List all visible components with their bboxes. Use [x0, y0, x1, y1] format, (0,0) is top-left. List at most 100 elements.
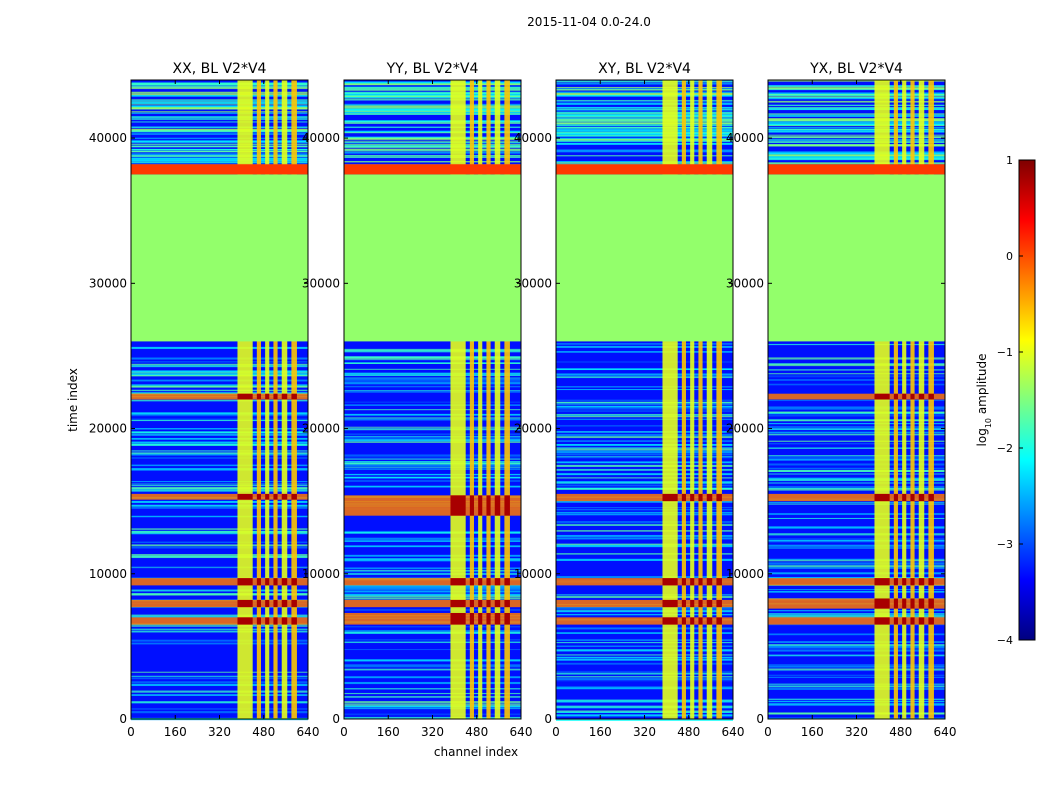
time-stripe	[768, 616, 945, 618]
time-stripe	[344, 567, 521, 570]
x-tick-label: 160	[589, 725, 612, 739]
time-stripe	[556, 351, 733, 353]
time-stripe	[556, 155, 733, 157]
time-stripe	[556, 134, 733, 137]
time-stripe	[344, 368, 521, 370]
time-stripe	[768, 467, 945, 470]
time-stripe	[556, 513, 733, 516]
hot-cell	[716, 599, 722, 608]
time-stripe	[344, 641, 521, 644]
time-stripe	[768, 700, 945, 702]
time-stripe	[344, 436, 521, 438]
time-stripe	[131, 639, 308, 641]
time-stripe	[768, 157, 945, 160]
time-stripe	[556, 452, 733, 454]
time-stripe	[344, 132, 521, 134]
time-stripe	[344, 584, 521, 587]
time-stripe	[556, 130, 733, 133]
time-stripe	[556, 431, 733, 433]
time-stripe	[131, 357, 308, 359]
time-stripe	[768, 591, 945, 593]
rfi-channel-column	[478, 80, 483, 719]
time-stripe	[344, 140, 521, 142]
time-stripe	[131, 159, 308, 161]
hot-cell	[237, 578, 253, 586]
time-stripe	[768, 562, 945, 565]
time-stripe	[768, 108, 945, 111]
time-stripe	[131, 701, 308, 704]
hot-row	[131, 393, 308, 400]
time-stripe	[556, 534, 733, 537]
hot-cell	[681, 599, 686, 608]
time-stripe	[556, 687, 733, 690]
time-stripe	[768, 115, 945, 117]
hot-cell	[928, 617, 934, 625]
time-stripe	[556, 120, 733, 123]
time-stripe	[344, 593, 521, 596]
time-stripe	[344, 142, 521, 144]
hot-cell	[706, 493, 713, 502]
hot-cell	[902, 598, 907, 609]
time-stripe	[344, 409, 521, 411]
time-stripe	[131, 128, 308, 131]
time-stripe	[344, 477, 521, 479]
time-stripe	[344, 401, 521, 403]
hot-cell	[273, 578, 278, 586]
time-stripe	[344, 146, 521, 148]
hot-cell	[910, 598, 915, 609]
time-stripe	[556, 440, 733, 442]
panel-3: XY, BL V2*V4 0 160 320 480 640 0 10000 20000 3000…	[514, 61, 745, 739]
hot-cell	[281, 493, 288, 500]
time-stripe	[131, 145, 308, 148]
time-stripe	[556, 530, 733, 532]
time-stripe	[768, 113, 945, 115]
hot-cell	[469, 612, 474, 625]
time-stripe	[556, 700, 733, 703]
x-tick-label: 640	[934, 725, 957, 739]
time-stripe	[131, 469, 308, 471]
time-stripe	[768, 151, 945, 154]
hot-cell	[478, 599, 483, 608]
time-stripe	[556, 464, 733, 467]
time-stripe	[344, 359, 521, 361]
time-stripe	[131, 444, 308, 446]
time-stripe	[131, 346, 308, 349]
hot-cell	[256, 617, 261, 625]
time-stripe	[131, 155, 308, 157]
time-stripe	[344, 126, 521, 128]
time-stripe	[344, 348, 521, 351]
time-stripe	[344, 701, 521, 704]
time-stripe	[556, 88, 733, 90]
time-stripe	[556, 654, 733, 656]
x-tick-label: 640	[722, 725, 745, 739]
time-stripe	[131, 379, 308, 382]
hot-cell	[273, 599, 278, 608]
time-stripe	[768, 513, 945, 516]
time-stripe	[768, 572, 945, 575]
time-stripe	[768, 399, 945, 402]
time-stripe	[768, 670, 945, 672]
time-stripe	[131, 452, 308, 455]
time-stripe	[556, 711, 733, 713]
x-tick-label: 320	[208, 725, 231, 739]
time-stripe	[131, 93, 308, 95]
time-stripe	[344, 705, 521, 707]
y-tick-label: 20000	[89, 422, 127, 436]
time-stripe	[556, 126, 733, 129]
time-stripe	[131, 593, 308, 595]
time-stripe	[768, 676, 945, 678]
time-stripe	[344, 130, 521, 133]
panel-title: YX, BL V2*V4	[809, 61, 903, 77]
rfi-channel-column	[494, 80, 501, 719]
time-stripe	[556, 118, 733, 121]
time-stripe	[556, 627, 733, 630]
y-tick-label: 20000	[302, 422, 340, 436]
time-stripe	[556, 138, 733, 141]
time-stripe	[556, 140, 733, 142]
time-stripe	[556, 86, 733, 88]
time-stripe	[131, 487, 308, 489]
time-stripe	[131, 374, 308, 376]
time-stripe	[768, 423, 945, 425]
y-tick-label: 0	[756, 712, 764, 726]
time-stripe	[556, 415, 733, 418]
